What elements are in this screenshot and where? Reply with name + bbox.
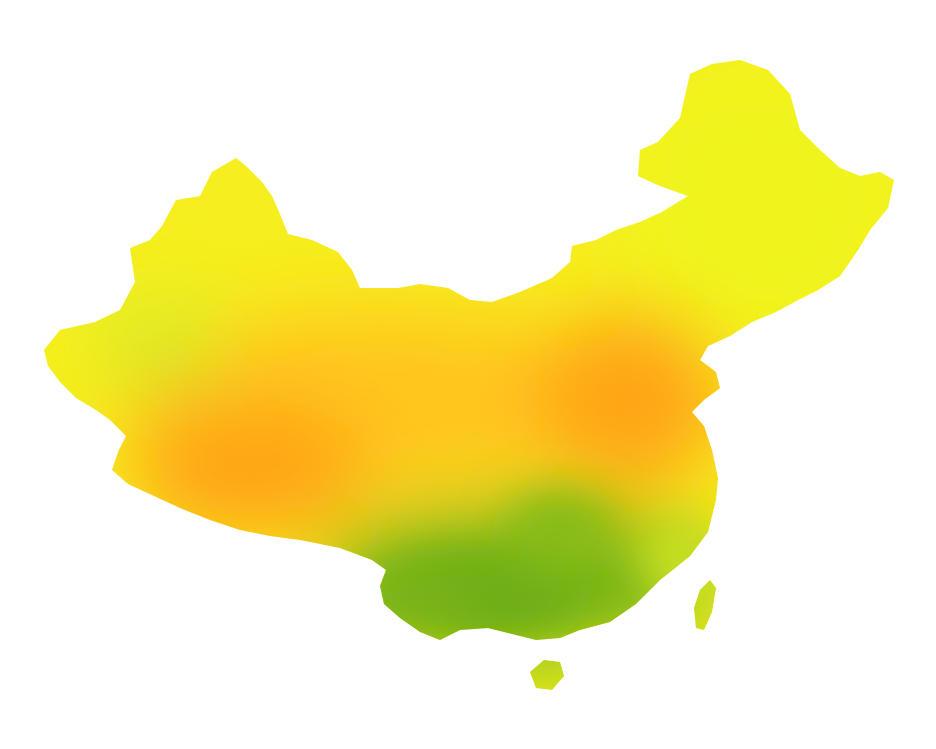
zone-north-east-yellow: [620, 60, 894, 340]
zone-yunnan-green: [375, 582, 465, 638]
zone-hunan-green: [505, 490, 615, 570]
zone-south-west-high: [130, 400, 370, 540]
zone-hainan-green: [528, 660, 568, 690]
zone-north-china-plain-high: [535, 310, 725, 490]
zone-north-west-basin-green: [100, 305, 220, 385]
zone-taiwan-yellowgreen: [694, 586, 718, 626]
